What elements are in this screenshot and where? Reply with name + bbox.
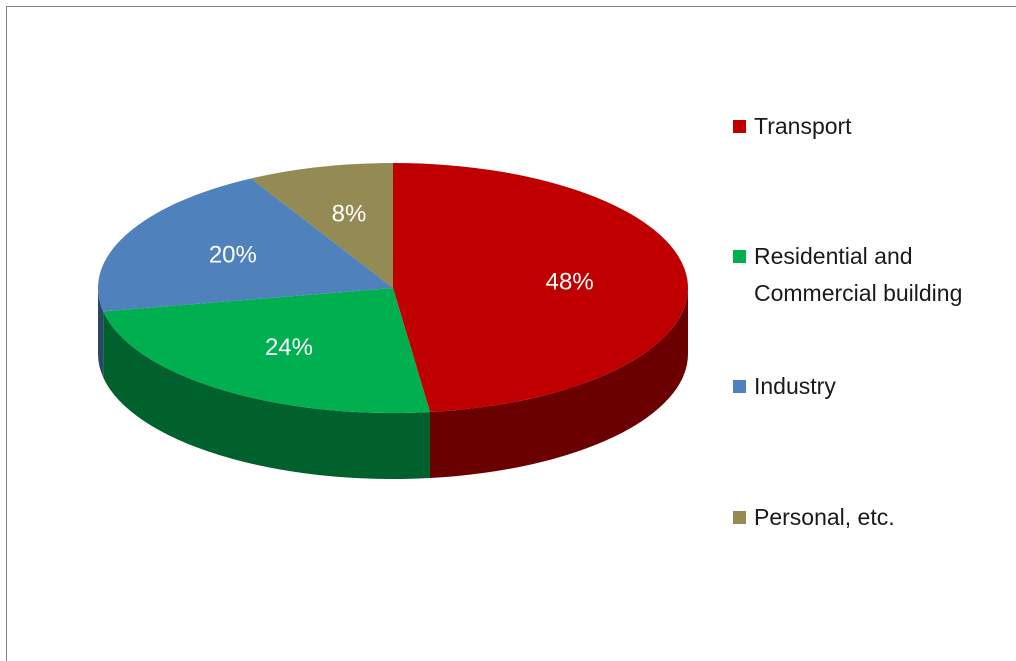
legend-swatch — [733, 250, 746, 263]
pie-slice — [103, 288, 430, 413]
chart-frame — [6, 6, 1016, 661]
legend-item: Personal, etc. — [733, 499, 1003, 536]
legend-label: Residential and Commercial building — [754, 243, 963, 306]
pie-slice-side — [98, 288, 104, 378]
pie-slice — [393, 163, 689, 413]
legend-label: Industry — [754, 373, 836, 399]
legend-swatch — [733, 120, 746, 133]
legend-item: Industry — [733, 368, 1003, 405]
legend-swatch — [733, 511, 746, 524]
pie-slice — [250, 163, 393, 288]
data-label: 48% — [546, 269, 594, 296]
legend-label: Transport — [754, 113, 852, 139]
data-label: 8% — [332, 201, 367, 228]
pie-slice — [97, 178, 393, 312]
data-label: 24% — [265, 334, 313, 361]
data-label: 20% — [209, 241, 257, 268]
legend-item: Residential and Commercial building — [733, 238, 1003, 312]
legend-label: Personal, etc. — [754, 504, 895, 530]
pie-slice-side — [103, 311, 430, 479]
legend-swatch — [733, 380, 746, 393]
pie-slice-side — [429, 288, 688, 479]
legend-item: Transport — [733, 108, 1003, 145]
